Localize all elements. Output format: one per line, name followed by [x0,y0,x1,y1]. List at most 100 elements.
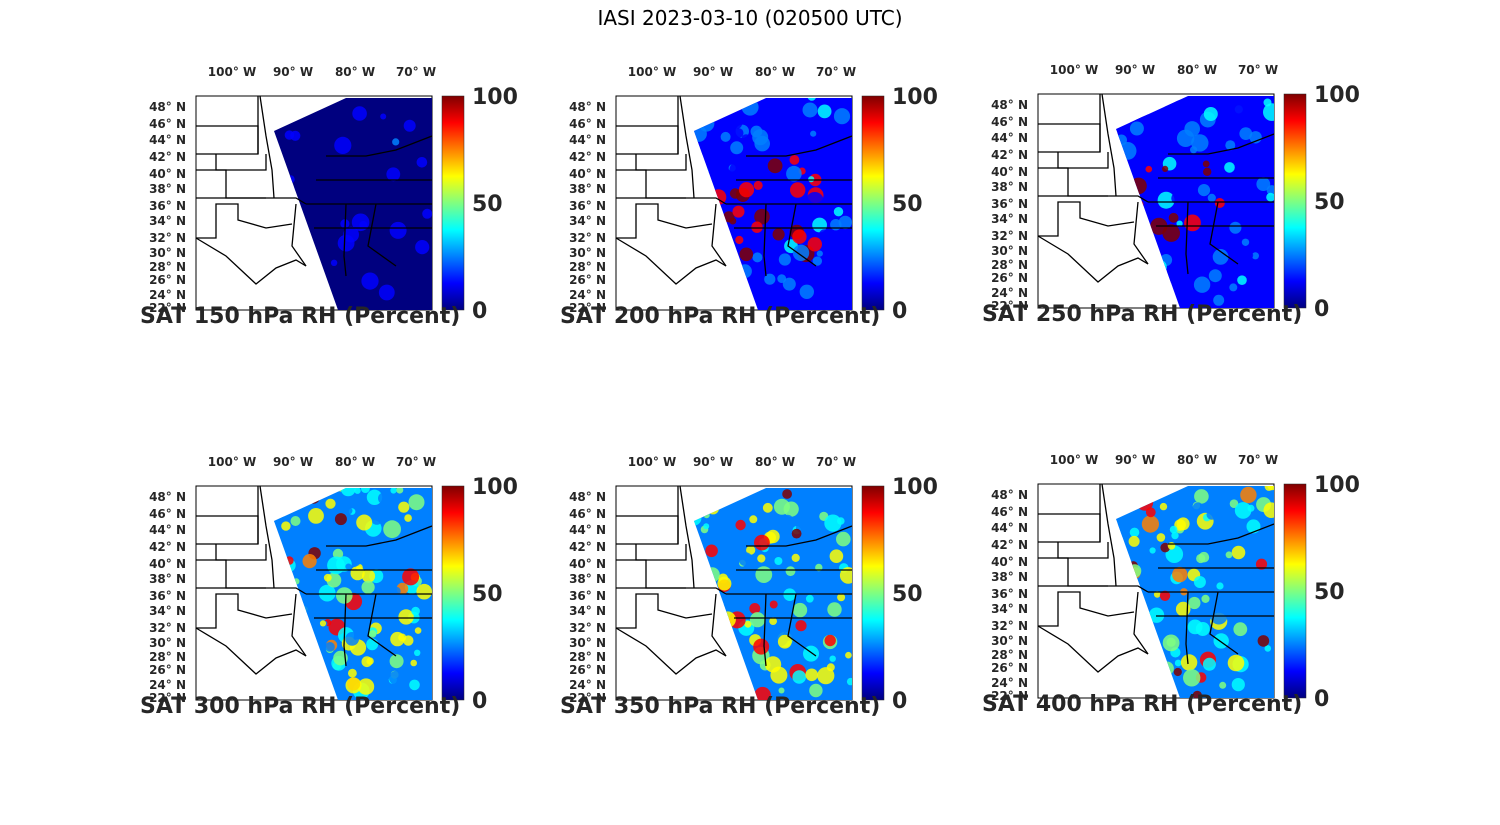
lat-tick-label: 46° N [991,115,1028,129]
colorbar-tick-label: 100 [892,475,938,500]
colorbar-tick-label: 0 [892,689,907,714]
map-svg: 100° W 90° W 80° W 70° W 48° N 46° N 44° N 42° … [149,455,518,714]
lat-tick-label: 34° N [991,212,1028,226]
lat-tick-label: 42° N [991,538,1028,552]
lat-tick-label: 48° N [149,100,186,114]
lat-tick-label: 32° N [149,231,186,245]
map-panel-350: 100° W 90° W 80° W 70° W 48° N 46° N 44° N 42° … [560,452,980,752]
lat-tick-label: 36° N [569,199,606,213]
lat-tick-label: 40° N [569,557,606,571]
colorbar-tick-label: 50 [892,192,923,217]
lat-tick-label: 28° N [149,260,186,274]
lat-tick-label: 44° N [569,523,606,537]
colorbar: 100 50 0 [1283,83,1360,322]
lat-tick-label: 26° N [149,663,186,677]
lat-tick-label: 34° N [569,214,606,228]
lat-tick-label: 32° N [149,621,186,635]
colorbar-tick-label: 50 [1314,580,1345,605]
lat-tick-label: 36° N [991,197,1028,211]
colorbar: 100 50 0 [861,85,938,324]
lat-tick-label: 26° N [991,271,1028,285]
lat-tick-label: 42° N [569,150,606,164]
lon-tick-label: 90° W [1115,453,1155,467]
lat-tick-label: 24° N [991,286,1028,300]
lat-tick-label: 40° N [991,555,1028,569]
lat-tick-label: 42° N [569,540,606,554]
lat-tick-label: 46° N [569,507,606,521]
lat-tick-label: 22° N [569,691,606,705]
map-svg: 100° W 90° W 80° W 70° W 48° N 46° N 44° N 42° … [991,63,1360,322]
lat-tick-label: 32° N [991,229,1028,243]
lat-tick-label: 46° N [991,505,1028,519]
lat-tick-label: 44° N [991,131,1028,145]
colorbar-tick-label: 100 [472,85,518,110]
lat-tick-label: 22° N [569,301,606,315]
lon-tick-label: 100° W [208,65,256,79]
panel-title: SAT 400 hPa RH (Percent) [982,692,1303,717]
lat-tick-label: 24° N [569,288,606,302]
colorbar: 100 50 0 [1283,473,1360,712]
lon-tick-label: 80° W [335,455,375,469]
colorbar-tick-label: 100 [1314,83,1360,108]
lat-tick-label: 34° N [569,604,606,618]
lat-tick-label: 30° N [991,634,1028,648]
lat-tick-label: 44° N [149,133,186,147]
lat-tick-label: 26° N [569,663,606,677]
colorbar-tick-label: 100 [892,85,938,110]
lat-tick-label: 22° N [991,689,1028,703]
map-svg: 100° W 90° W 80° W 70° W 48° N 46° N 44° N 42° … [569,455,938,714]
lon-tick-label: 70° W [396,65,436,79]
lat-tick-label: 36° N [569,589,606,603]
map-panel-250: 100° W 90° W 80° W 70° W 48° N 46° N 44° N 42° … [982,60,1402,360]
lat-tick-label: 34° N [149,214,186,228]
colorbar: 100 50 0 [441,85,518,324]
map-panel-400: 100° W 90° W 80° W 70° W 48° N 46° N 44° N 42° … [982,450,1402,750]
lat-tick-label: 30° N [149,246,186,260]
lat-tick-label: 46° N [149,507,186,521]
map-area [195,95,433,311]
lat-tick-label: 40° N [569,167,606,181]
lon-tick-label: 90° W [1115,63,1155,77]
lat-tick-label: 44° N [569,133,606,147]
lat-tick-label: 24° N [569,678,606,692]
colorbar: 100 50 0 [861,475,938,714]
colorbar-tick-label: 100 [472,475,518,500]
map-area [615,95,853,311]
lat-tick-label: 30° N [991,244,1028,258]
colorbar-tick-label: 100 [1314,473,1360,498]
lat-tick-label: 36° N [149,199,186,213]
lat-tick-label: 42° N [149,150,186,164]
colorbar-tick-label: 0 [892,299,907,324]
lat-tick-label: 38° N [149,572,186,586]
map-panel-150: 100° W 90° W 80° W 70° W 48° N 46° N 44° N 42° … [140,62,560,362]
map-area [1037,483,1275,699]
lon-tick-label: 100° W [628,455,676,469]
panel-title: SAT 150 hPa RH (Percent) [140,304,461,329]
map-area [1037,93,1275,309]
lat-tick-label: 48° N [569,100,606,114]
lat-tick-label: 42° N [149,540,186,554]
colorbar-tick-label: 50 [1314,190,1345,215]
lat-tick-label: 26° N [149,273,186,287]
rh-swath [274,488,432,700]
colorbar-tick-label: 0 [1314,297,1329,322]
lat-tick-label: 32° N [569,621,606,635]
lat-tick-label: 32° N [991,619,1028,633]
map-area [615,485,853,701]
colorbar-tick-label: 0 [472,689,487,714]
lat-tick-label: 34° N [149,604,186,618]
lon-tick-label: 90° W [693,455,733,469]
lat-tick-label: 30° N [569,246,606,260]
lon-tick-label: 100° W [628,65,676,79]
lat-tick-label: 26° N [991,661,1028,675]
lat-tick-label: 40° N [149,167,186,181]
lat-tick-label: 48° N [991,488,1028,502]
lat-tick-label: 24° N [149,288,186,302]
lat-tick-label: 36° N [991,587,1028,601]
lon-tick-label: 70° W [396,455,436,469]
lat-tick-label: 28° N [569,260,606,274]
lon-tick-label: 90° W [273,455,313,469]
lon-tick-label: 70° W [816,65,856,79]
lon-tick-label: 100° W [208,455,256,469]
lat-tick-label: 44° N [991,521,1028,535]
